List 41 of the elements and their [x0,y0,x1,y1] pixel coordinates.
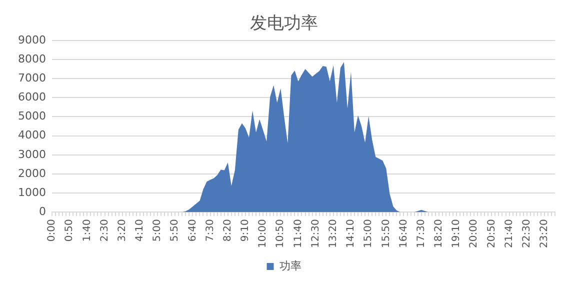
y-tick-label: 3000 [18,148,46,161]
y-tick-label: 2000 [18,166,46,180]
x-tick-label: 14:10 [346,219,357,248]
x-tick-label: 5:00 [152,219,164,242]
x-tick-label: 15:50 [380,219,392,248]
x-tick-label: 17:30 [416,219,427,248]
y-tick-label: 8000 [18,52,46,66]
x-tick-label: 3:20 [116,219,128,242]
y-tick-label: 7000 [18,71,46,84]
chart-title: 发电功率 [250,14,318,34]
y-tick-label: 5000 [18,110,46,123]
x-tick-label: 21:40 [504,219,515,248]
x-tick-label: 5:50 [170,219,181,242]
x-tick-label: 20:50 [486,219,498,248]
x-tick-label: 15:00 [363,219,374,248]
x-tick-label: 20:00 [468,219,480,248]
y-tick-label: 6000 [18,90,46,104]
x-tick-label: 4:10 [134,219,146,242]
x-tick-label: 11:40 [292,219,304,248]
legend-label: 功率 [279,259,302,272]
x-tick-label: 10:50 [275,219,286,248]
y-tick-label: 4000 [18,128,46,142]
x-tick-label: 23:20 [539,219,550,248]
x-tick-label: 19:10 [451,219,462,248]
x-tick-label: 16:40 [398,219,410,248]
x-tick-label: 0:50 [64,219,76,242]
x-tick-label: 10:00 [258,219,269,248]
x-tick-label: 12:30 [310,219,322,248]
y-tick-label: 1000 [18,186,46,199]
y-tick-label: 0 [38,205,46,218]
x-tick-label: 1:40 [82,219,93,242]
x-tick-label: 6:40 [187,219,198,242]
x-tick-label: 9:10 [240,219,252,242]
x-tick-label: 2:30 [99,219,110,242]
x-tick-label: 7:30 [204,219,216,242]
y-tick-label: 9000 [18,33,46,46]
x-tick-label: 8:20 [222,219,234,242]
x-tick-label: 18:20 [434,219,445,248]
x-tick-label: 13:20 [328,219,339,248]
x-tick-label: 0:00 [46,219,58,242]
x-tick-label: 22:30 [521,219,532,248]
